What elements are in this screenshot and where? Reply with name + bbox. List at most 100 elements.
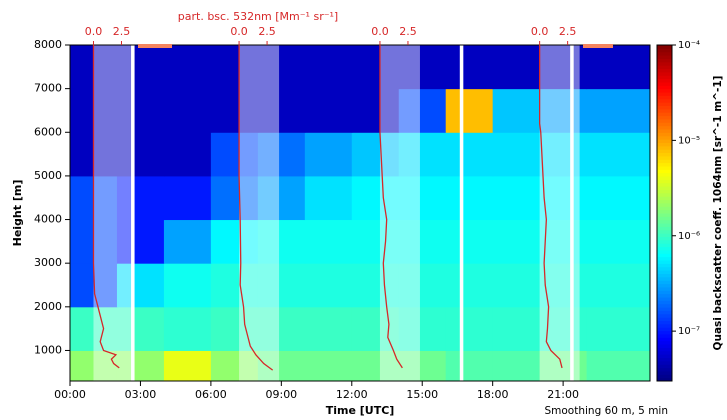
heat-cell	[70, 306, 118, 351]
colorbar-step	[657, 253, 672, 258]
colorbar-step	[657, 45, 672, 49]
colorbar-step	[657, 115, 672, 120]
heat-cell	[398, 45, 447, 90]
x-tick-label: 12:00	[336, 388, 368, 401]
colorbar-step	[657, 61, 672, 66]
colorbar-step	[657, 65, 672, 70]
x-tick-label: 00:00	[54, 388, 86, 401]
heat-cell	[351, 175, 400, 221]
heat-cell	[351, 350, 400, 382]
heat-cell	[210, 350, 259, 382]
heat-cell	[351, 219, 400, 264]
heat-cell	[257, 350, 306, 382]
heat-cell	[163, 175, 212, 221]
heat-cell	[398, 88, 447, 133]
x-tick-label: 18:00	[477, 388, 509, 401]
x-axis-label: Time [UTC]	[326, 404, 395, 417]
profile-tick-label: 2.5	[113, 25, 131, 38]
colorbar-step	[657, 286, 672, 291]
colorbar-step	[657, 219, 672, 224]
heat-cell	[210, 263, 259, 308]
data-gap	[570, 45, 574, 381]
heat-cell	[257, 45, 306, 90]
heat-cell	[398, 350, 447, 382]
y-tick-label: 2000	[34, 300, 62, 313]
profile-line	[538, 45, 563, 369]
colorbar-step	[657, 55, 672, 59]
colorbar-frame	[656, 44, 673, 382]
heat-cell	[539, 219, 588, 264]
heat-cell	[304, 45, 353, 90]
heat-cell	[304, 263, 353, 308]
colorbar-step	[657, 112, 672, 117]
heat-cell	[163, 219, 212, 264]
profile-window	[93, 45, 134, 381]
colorbar-step	[657, 192, 672, 197]
colorbar-step	[657, 276, 672, 281]
colorbar-tick-label: 10⁻⁷	[678, 326, 700, 337]
heat-cell	[304, 132, 353, 177]
note: Smoothing 60 m, 5 min	[544, 405, 668, 417]
colorbar-step	[657, 48, 672, 53]
colorbar-step	[657, 280, 672, 285]
colorbar-step	[657, 88, 672, 93]
heat-cell	[492, 45, 541, 90]
heat-cell	[210, 132, 259, 177]
colorbar-step	[657, 152, 672, 157]
colorbar-step	[657, 139, 672, 143]
colorbar-step	[657, 327, 672, 332]
profile-tick-label: 0.0	[371, 25, 389, 38]
heat-cell	[492, 175, 541, 221]
colorbar-step	[657, 236, 672, 241]
heat-cell	[304, 306, 353, 351]
colorbar-step	[657, 142, 672, 147]
heat-cell	[445, 263, 494, 308]
colorbar-step	[657, 202, 672, 207]
y-axis-label: Height [m]	[11, 180, 24, 247]
colorbar-step	[657, 58, 672, 63]
colorbar-step	[657, 179, 672, 184]
colorbar-step	[657, 226, 672, 231]
data-gap	[131, 45, 135, 381]
heat-cell	[492, 132, 541, 177]
heat-cell	[210, 45, 259, 90]
heat-cell	[351, 306, 400, 351]
heat-cell	[116, 350, 165, 382]
colorbar-step	[657, 122, 672, 127]
colorbar-step	[657, 297, 672, 301]
colorbar-step	[657, 249, 672, 254]
colorbar-step	[657, 213, 672, 217]
colorbar-step	[657, 149, 672, 154]
colorbar-step	[657, 196, 672, 201]
colorbar-step	[657, 125, 672, 130]
heat-cell	[586, 132, 651, 177]
colorbar-step	[657, 323, 672, 328]
colorbar-step	[657, 320, 672, 325]
colorbar-step	[657, 317, 672, 322]
profile-line	[92, 45, 120, 369]
profile-tick-label: 0.0	[230, 25, 248, 38]
profile-line	[379, 45, 403, 369]
colorbar-step	[657, 229, 672, 234]
profile-window	[379, 45, 420, 381]
colorbar-step	[657, 233, 672, 238]
colorbar-step	[657, 189, 672, 194]
heat-cell	[351, 263, 400, 308]
heat-cell	[398, 132, 447, 177]
colorbar-step	[657, 155, 672, 160]
colorbar-step	[657, 273, 672, 278]
profile-tick-label: 2.5	[258, 25, 276, 38]
heat-cell	[492, 263, 541, 308]
colorbar-step	[657, 290, 672, 295]
colorbar-step	[657, 92, 672, 96]
heat-cell	[257, 306, 306, 351]
colorbar-step	[657, 132, 672, 137]
colorbar-step	[657, 293, 672, 298]
heat-cell	[70, 350, 118, 382]
colorbar-step	[657, 176, 672, 180]
profile-tick-label: 2.5	[399, 25, 417, 38]
colorbar-step	[657, 283, 672, 288]
heat-cell	[445, 175, 494, 221]
heat-cell	[163, 350, 212, 382]
